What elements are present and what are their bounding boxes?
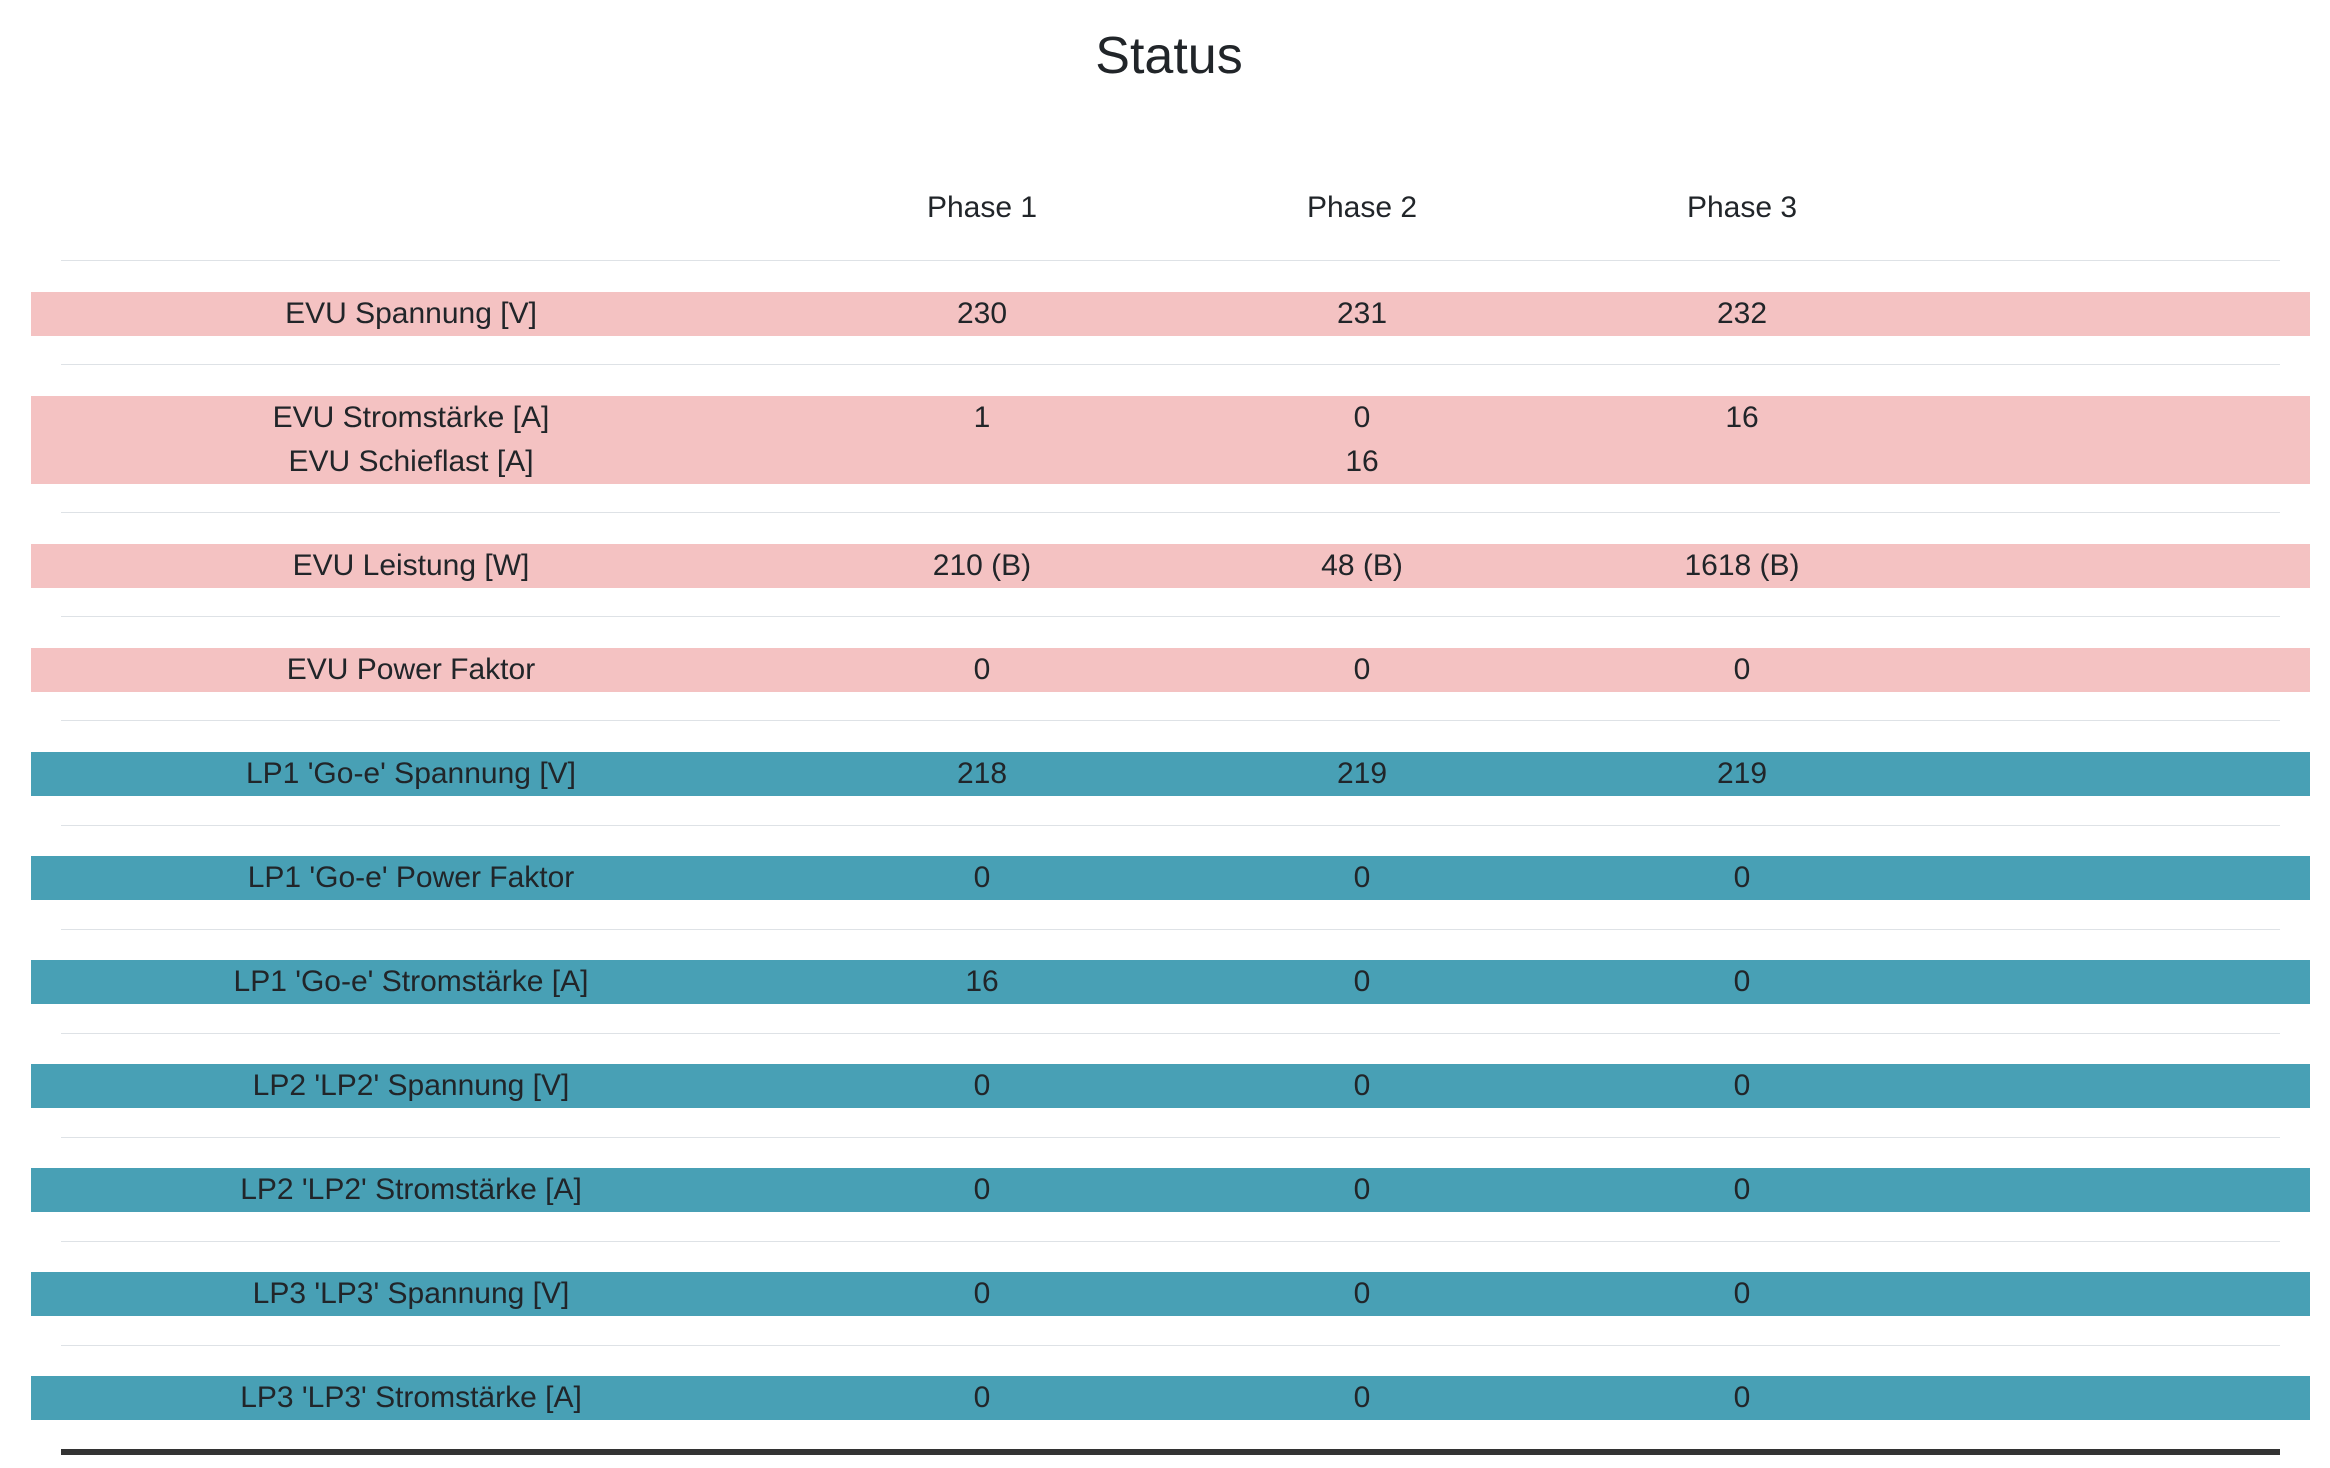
row-phase-1-value: 210 (B): [932, 549, 1032, 582]
table-separator: [61, 929, 2280, 930]
row-phase-1-value: 218: [956, 757, 1008, 790]
row-phase-3-value: 232: [1716, 297, 1768, 330]
row-phase-2-value: 0: [1353, 861, 1371, 894]
row-label: LP1 'Go-e' Stromstärke [A]: [233, 965, 589, 998]
row-phase-1-value: 16: [965, 965, 999, 998]
row-label: LP2 'LP2' Stromstärke [A]: [240, 1173, 582, 1206]
row-label: EVU Stromstärke [A]: [272, 401, 550, 434]
header-phase-3: Phase 3: [1686, 191, 1798, 224]
row-phase-3-value: 0: [1733, 1381, 1751, 1414]
row-phase-3-value: 0: [1733, 1069, 1751, 1102]
table-separator: [61, 260, 2280, 261]
row-phase-1-value: 1: [973, 401, 991, 434]
table-row: [31, 544, 2310, 588]
row-label: LP2 'LP2' Spannung [V]: [252, 1069, 570, 1102]
row-phase-3-value: 1618 (B): [1684, 549, 1800, 582]
row-phase-2-value: 0: [1353, 965, 1371, 998]
page-title: Status: [1095, 27, 1243, 85]
row-phase-3-value: 16: [1725, 401, 1759, 434]
row-label: EVU Spannung [V]: [285, 297, 537, 330]
table-separator: [61, 1137, 2280, 1138]
row-phase-3-value: 0: [1733, 965, 1751, 998]
row-phase-2-value: 231: [1336, 297, 1388, 330]
table-row: [31, 752, 2310, 796]
row-phase-1-value: 0: [973, 1277, 991, 1310]
row-phase-2-value: 0: [1353, 1069, 1371, 1102]
table-row: [31, 648, 2310, 692]
row-phase-3-value: 219: [1716, 757, 1768, 790]
row-phase-1-value: 0: [973, 1381, 991, 1414]
table-row: [31, 396, 2310, 484]
header-phase-1: Phase 1: [926, 191, 1038, 224]
row-label: LP1 'Go-e' Spannung [V]: [245, 757, 576, 790]
table-separator: [61, 1033, 2280, 1034]
table-bottom-rule: [61, 1449, 2280, 1455]
row-phase-1-value: 0: [973, 861, 991, 894]
row-phase-2-value: 0: [1353, 1381, 1371, 1414]
row-phase-3-value: 0: [1733, 1277, 1751, 1310]
row-phase-2-value: 0: [1353, 1173, 1371, 1206]
table-separator: [61, 1345, 2280, 1346]
schieflast-label: EVU Schieflast [A]: [288, 445, 534, 478]
row-label: LP3 'LP3' Spannung [V]: [252, 1277, 570, 1310]
schieflast-value: 16: [1345, 445, 1379, 478]
row-phase-2-value: 0: [1353, 653, 1371, 686]
row-phase-1-value: 0: [973, 1069, 991, 1102]
table-separator: [61, 616, 2280, 617]
table-row: [31, 1272, 2310, 1316]
row-phase-2-value: 0: [1353, 401, 1371, 434]
table-row: [31, 292, 2310, 336]
row-phase-2-value: 219: [1336, 757, 1388, 790]
row-phase-3-value: 0: [1733, 653, 1751, 686]
table-separator: [61, 1241, 2280, 1242]
row-phase-3-value: 0: [1733, 1173, 1751, 1206]
table-separator: [61, 720, 2280, 721]
row-label: LP1 'Go-e' Power Faktor: [247, 861, 575, 894]
header-phase-2: Phase 2: [1306, 191, 1418, 224]
row-phase-3-value: 0: [1733, 861, 1751, 894]
row-label: LP3 'LP3' Stromstärke [A]: [240, 1381, 582, 1414]
row-phase-1-value: 230: [956, 297, 1008, 330]
table-row: [31, 1168, 2310, 1212]
table-row: [31, 960, 2310, 1004]
table-separator: [61, 512, 2280, 513]
table-separator: [61, 364, 2280, 365]
table-separator: [61, 825, 2280, 826]
row-phase-1-value: 0: [973, 1173, 991, 1206]
row-phase-2-value: 48 (B): [1321, 549, 1403, 582]
table-row: [31, 1064, 2310, 1108]
row-phase-2-value: 0: [1353, 1277, 1371, 1310]
row-phase-1-value: 0: [973, 653, 991, 686]
row-label: EVU Leistung [W]: [292, 549, 530, 582]
table-row: [31, 1376, 2310, 1420]
table-row: [31, 856, 2310, 900]
row-label: EVU Power Faktor: [286, 653, 536, 686]
